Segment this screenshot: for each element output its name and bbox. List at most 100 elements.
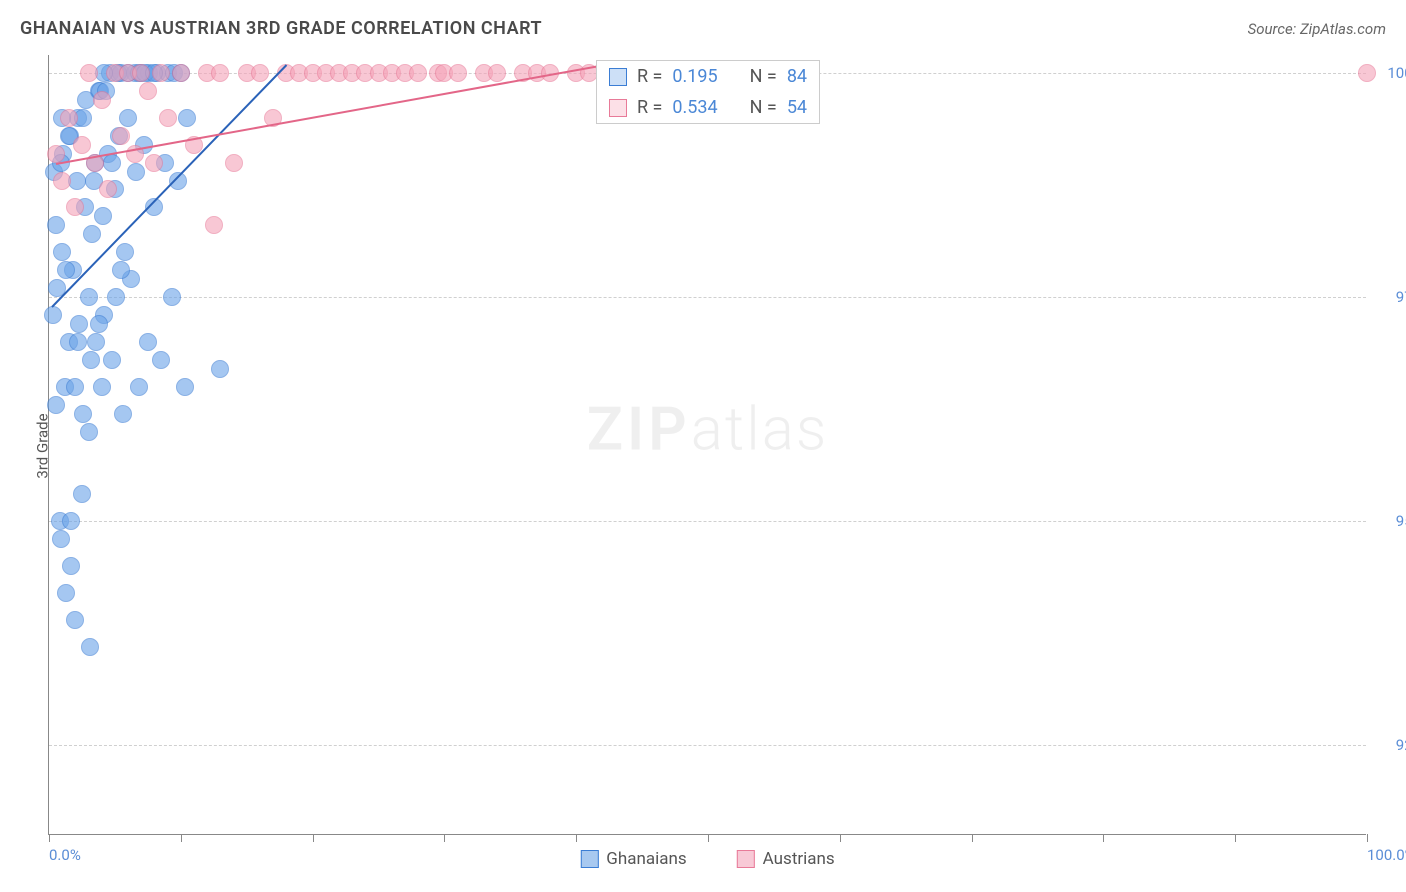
data-point [152,64,170,82]
y-tick-label: 97.5% [1376,288,1406,306]
data-point [80,64,98,82]
data-point [251,64,269,82]
data-point [82,351,100,369]
data-point [44,306,62,324]
data-point [81,638,99,656]
y-tick-label: 95.0% [1376,512,1406,530]
stat-r-value: 0.534 [672,97,717,118]
data-point [163,288,181,306]
data-point [90,315,108,333]
stat-n-value: 84 [787,66,807,87]
x-tick [181,834,182,842]
data-point [66,611,84,629]
gridline [49,521,1366,522]
stats-box: R = 0.195 N = 84 R = 0.534 N = 54 [596,60,820,124]
data-point [47,216,65,234]
stat-n-value: 54 [787,97,807,118]
data-point [132,64,150,82]
x-tick-label: 100.0% [1367,846,1406,864]
series-swatch [609,68,627,86]
data-point [94,207,112,225]
x-tick [1103,834,1104,842]
data-point [57,261,75,279]
data-point [1358,64,1376,82]
data-point [73,485,91,503]
data-point [112,261,130,279]
data-point [74,405,92,423]
stat-r-label: R = [637,97,662,118]
data-point [47,145,65,163]
stats-row: R = 0.195 N = 84 [597,61,819,92]
data-point [211,360,229,378]
data-point [488,64,506,82]
x-tick [972,834,973,842]
x-tick [1367,834,1368,842]
data-point [62,557,80,575]
data-point [80,288,98,306]
y-axis-label: 3rd Grade [34,413,52,478]
data-point [103,351,121,369]
legend-swatch [580,850,598,868]
data-point [53,243,71,261]
watermark: ZIPatlas [587,393,829,464]
data-point [103,154,121,172]
data-point [127,163,145,181]
data-point [449,64,467,82]
data-point [69,333,87,351]
data-point [60,109,78,127]
data-point [119,109,137,127]
x-tick [313,834,314,842]
legend-label: Ghanaians [606,849,686,869]
stat-r-label: R = [637,66,662,87]
stats-row: R = 0.534 N = 54 [597,92,819,123]
data-point [130,378,148,396]
data-point [83,225,101,243]
data-point [116,243,134,261]
data-point [52,530,70,548]
data-point [47,396,65,414]
data-point [66,378,84,396]
data-point [139,82,157,100]
data-point [53,172,71,190]
data-point [139,333,157,351]
data-point [66,198,84,216]
plot-area: ZIPatlas 92.5%95.0%97.5%100.0%0.0%100.0%… [48,55,1366,835]
data-point [176,378,194,396]
legend: Ghanaians Austrians [580,849,834,869]
stat-n-label: N = [750,97,777,118]
stat-r-value: 0.195 [672,66,717,87]
data-point [172,64,190,82]
series-swatch [609,99,627,117]
legend-swatch [737,850,755,868]
data-point [70,315,88,333]
x-tick [708,834,709,842]
x-tick [444,834,445,842]
data-point [73,136,91,154]
data-point [159,109,177,127]
data-point [80,423,98,441]
data-point [152,351,170,369]
y-tick-label: 100.0% [1376,64,1406,82]
data-point [107,288,125,306]
source-text: Source: ZipAtlas.com [1248,20,1386,38]
data-point [93,91,111,109]
data-point [225,154,243,172]
stat-n-label: N = [750,66,777,87]
x-tick [840,834,841,842]
data-point [145,154,163,172]
data-point [57,584,75,602]
x-tick [49,834,50,842]
x-tick [1235,834,1236,842]
legend-label: Austrians [763,849,835,869]
data-point [112,127,130,145]
legend-item: Ghanaians [580,849,686,869]
x-tick-label: 0.0% [49,846,81,864]
legend-item: Austrians [737,849,835,869]
data-point [211,64,229,82]
data-point [93,378,111,396]
gridline [49,297,1366,298]
y-tick-label: 92.5% [1376,736,1406,754]
data-point [62,512,80,530]
data-point [178,109,196,127]
data-point [205,216,223,234]
